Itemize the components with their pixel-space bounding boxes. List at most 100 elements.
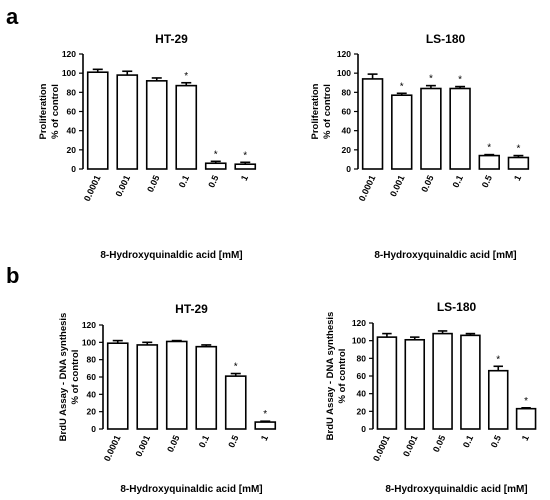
x-tick-label: 0.0001 (82, 174, 103, 203)
chart-title: LS-180 (426, 32, 466, 46)
y-axis-label: % of control (337, 349, 348, 404)
bar (376, 336, 398, 430)
bar (507, 156, 530, 170)
significance-marker: * (214, 149, 218, 160)
bar (391, 94, 413, 170)
x-tick-label: 0.1 (451, 174, 465, 190)
y-tick-label: 120 (337, 49, 351, 59)
significance-marker: * (524, 396, 528, 407)
significance-marker: * (516, 144, 520, 155)
bar (254, 421, 277, 430)
x-axis-label: 8-Hydroxyquinaldic acid [mM] (100, 250, 242, 261)
x-axis-label: 8-Hydroxyquinaldic acid [mM] (385, 484, 527, 495)
panel-letter-a: a (6, 4, 19, 29)
y-tick-label: 120 (82, 320, 96, 330)
y-tick-label: 100 (337, 68, 351, 78)
y-axis-label: BrdU Assay - DNA synthesis (325, 312, 336, 441)
x-tick-label: 0.05 (165, 434, 181, 454)
y-tick-label: 100 (82, 337, 96, 347)
bar (404, 338, 426, 430)
x-tick-label: 0.001 (113, 174, 132, 199)
y-tick-label: 40 (67, 126, 77, 136)
y-axis-label: % of control (50, 84, 61, 139)
x-tick-label: 0.05 (145, 174, 161, 194)
bar (487, 369, 509, 430)
x-tick-label: 0.0001 (371, 434, 392, 463)
x-tick-label: 0.1 (197, 434, 211, 450)
x-tick-label: 0.001 (388, 174, 407, 199)
bar (224, 375, 247, 430)
panel-letter-b: b (6, 263, 19, 288)
bar (234, 163, 257, 170)
y-axis-label: Proliferation (310, 83, 321, 139)
y-tick-label: 20 (67, 145, 77, 155)
significance-marker: * (496, 354, 500, 365)
chart-title: LS-180 (437, 300, 477, 314)
x-tick-label: 0.5 (206, 174, 220, 190)
x-tick-label: 1 (520, 434, 531, 443)
bar (460, 334, 481, 430)
bar (515, 407, 537, 430)
chart-title: HT-29 (155, 32, 188, 46)
y-tick-label: 100 (352, 336, 366, 346)
bar (478, 154, 500, 170)
bar (165, 340, 188, 430)
x-tick-label: 1 (512, 174, 523, 183)
y-axis-label: % of control (70, 350, 81, 405)
significance-marker: * (458, 75, 462, 86)
significance-marker: * (243, 150, 247, 161)
bar (204, 162, 227, 170)
y-tick-label: 80 (87, 355, 97, 365)
bar (361, 78, 384, 170)
y-axis-label: Proliferation (38, 83, 49, 139)
y-axis-label: BrdU Assay - DNA synthesis (58, 313, 69, 442)
y-tick-label: 60 (357, 371, 367, 381)
x-tick-label: 0.5 (480, 174, 494, 190)
x-axis-label: 8-Hydroxyquinaldic acid [mM] (374, 250, 516, 261)
bar (145, 80, 168, 170)
y-tick-label: 0 (91, 424, 96, 434)
x-tick-label: 0.5 (226, 434, 240, 450)
y-tick-label: 0 (361, 424, 366, 434)
y-tick-label: 20 (342, 145, 352, 155)
y-tick-label: 80 (342, 87, 352, 97)
chart-b-ht-29: HT-29 0 20 40 60 80 100 120 BrdU Assay - DNA syn… (58, 302, 277, 495)
x-axis-label: 8-Hydroxyquinaldic acid [mM] (120, 484, 262, 495)
y-tick-label: 80 (67, 87, 77, 97)
y-tick-label: 120 (62, 49, 76, 59)
bar (136, 344, 159, 430)
significance-marker: * (429, 74, 433, 85)
y-tick-label: 40 (342, 126, 352, 136)
y-tick-label: 0 (346, 164, 351, 174)
significance-marker: * (263, 409, 267, 420)
x-tick-label: 0.1 (177, 174, 191, 190)
x-tick-label: 0.05 (431, 434, 447, 454)
x-tick-label: 0.5 (489, 434, 503, 450)
y-tick-label: 20 (87, 407, 97, 417)
significance-marker: * (184, 71, 188, 82)
y-tick-label: 60 (87, 372, 97, 382)
x-tick-label: 0.001 (133, 434, 152, 459)
bar (432, 332, 453, 430)
bar (420, 87, 442, 170)
y-tick-label: 0 (71, 164, 76, 174)
x-tick-label: 0.001 (401, 434, 420, 459)
y-tick-label: 40 (357, 389, 367, 399)
bar (86, 71, 109, 170)
bar (195, 345, 218, 430)
y-tick-label: 120 (352, 318, 366, 328)
bar (175, 84, 198, 170)
x-tick-label: 0.0001 (102, 434, 123, 463)
y-tick-label: 100 (62, 68, 76, 78)
chart-title: HT-29 (175, 302, 208, 316)
chart-a-ht-29: HT-29 0 20 40 60 80 100 120 Proliferation% of co… (38, 32, 257, 261)
significance-marker: * (487, 143, 491, 154)
x-tick-label: 1 (239, 174, 250, 183)
y-tick-label: 60 (67, 107, 77, 117)
y-tick-label: 40 (87, 389, 97, 399)
x-tick-label: 0.05 (419, 174, 435, 194)
chart-b-ls-180: LS-180 0 20 40 60 80 100 120 BrdU Assay - DNA sy… (325, 300, 537, 495)
y-tick-label: 20 (357, 406, 367, 416)
